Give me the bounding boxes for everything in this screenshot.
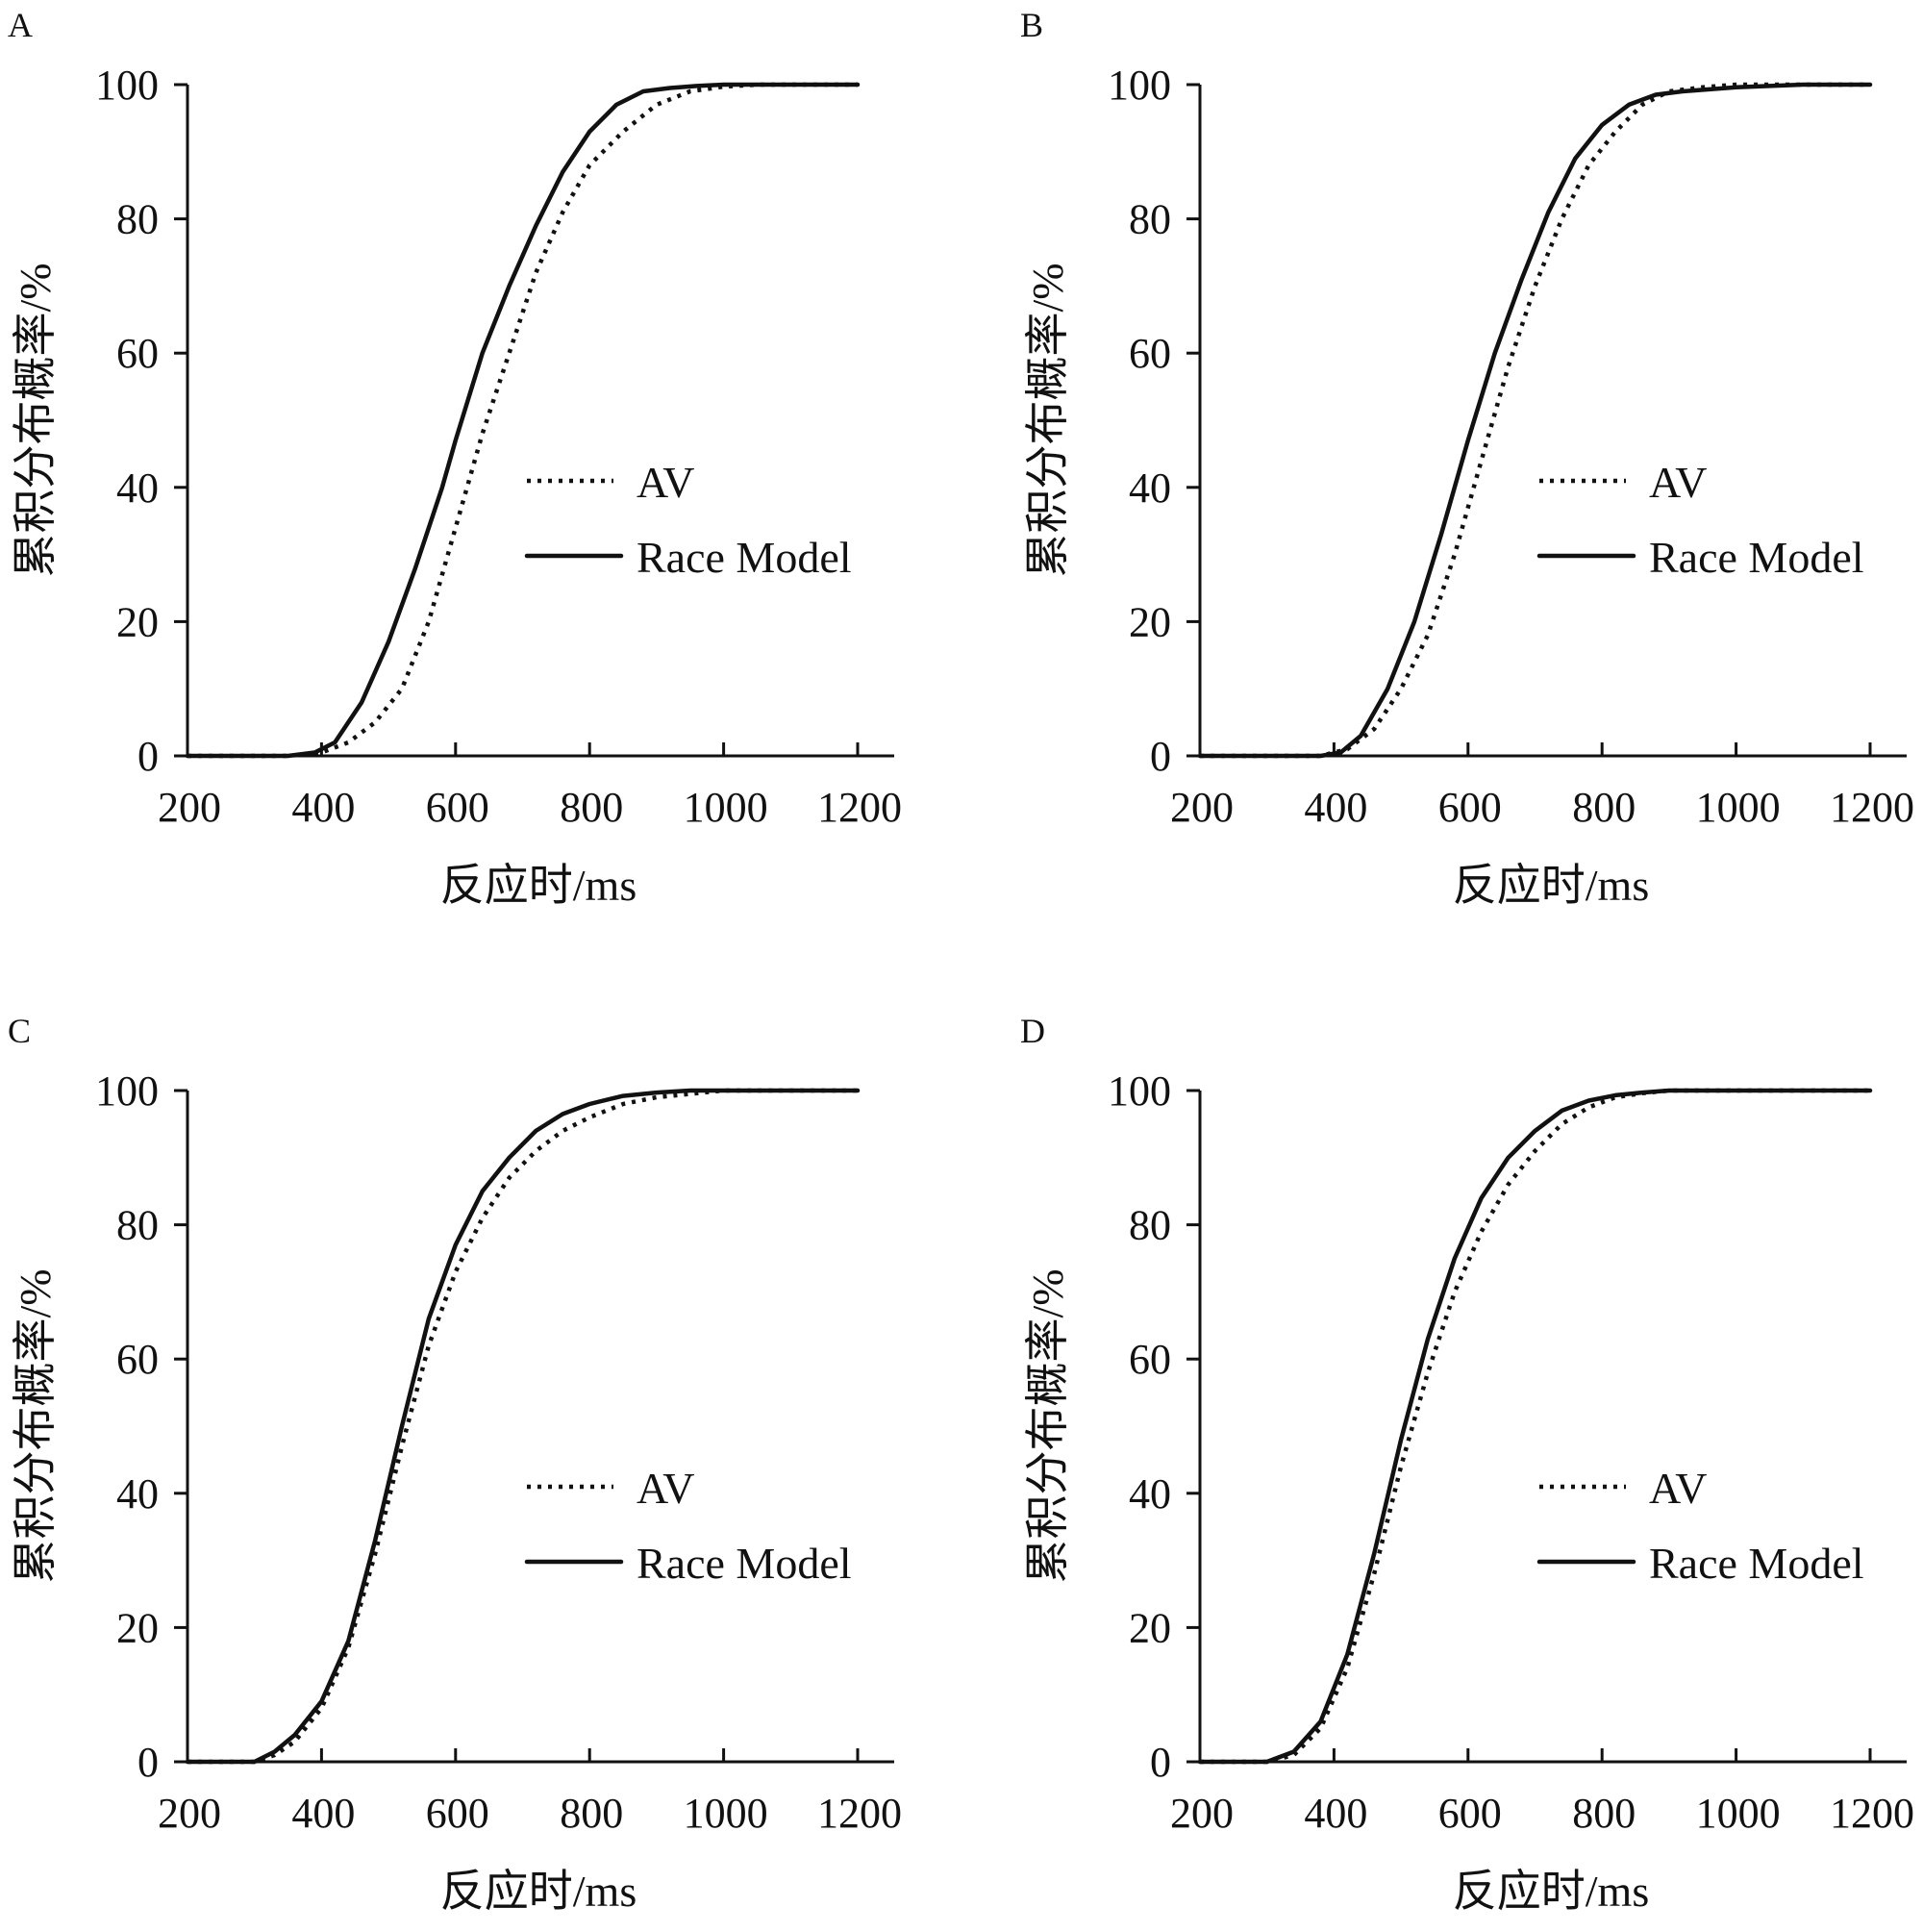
legend-race-model-label: Race Model	[1649, 1539, 1864, 1588]
x-tick-label: 200	[158, 784, 221, 831]
y-tick-label: 40	[1129, 464, 1171, 512]
x-tick-label: 800	[560, 784, 623, 831]
x-tick-label: 600	[1438, 1790, 1502, 1837]
y-tick-label: 100	[95, 62, 159, 109]
y-tick-label: 80	[1129, 1202, 1171, 1249]
y-tick-label: 0	[137, 1739, 159, 1786]
series-av-line	[1200, 82, 1870, 759]
y-tick-label: 0	[1150, 733, 1171, 780]
legend: AV Race Model	[1536, 458, 1864, 582]
y-tick-label: 100	[1108, 62, 1171, 109]
x-tick-label: 400	[291, 1790, 355, 1837]
y-axis-title: 累积分布概率/%	[1023, 1268, 1072, 1583]
x-axis-title: 反应时/ms	[440, 1867, 637, 1916]
legend-race-model-label: Race Model	[637, 1539, 852, 1588]
legend: AV Race Model	[524, 458, 852, 582]
legend-race-model-label: Race Model	[637, 533, 852, 582]
panel-c: C 0 20 40 60 80 100 200 400 600 800 1000 1200 反应时/ms 累…	[8, 1012, 902, 1916]
y-tick-label: 60	[1129, 1336, 1171, 1383]
y-axis-title: 累积分布概率/%	[11, 263, 60, 577]
x-tick-label: 200	[1170, 1790, 1234, 1837]
x-tick-label: 800	[560, 1790, 623, 1837]
series-race-model-line	[1197, 82, 1873, 759]
x-axis-title: 反应时/ms	[1453, 861, 1649, 910]
x-tick-label: 800	[1572, 784, 1636, 831]
x-tick-label: 400	[291, 784, 355, 831]
y-tick-label: 0	[1150, 1739, 1171, 1786]
series-race-model-line	[185, 1088, 861, 1765]
x-tick-label: 1200	[817, 784, 902, 831]
y-tick-label: 20	[116, 598, 159, 645]
series-race-model-line	[185, 82, 861, 759]
x-tick-label: 1000	[684, 1790, 768, 1837]
panel-a: A 0 20 40 60 80 100 200 400 600 800 1000 1200 反应时/ms 累…	[8, 6, 902, 910]
panel-letter: B	[1020, 6, 1043, 44]
y-tick-label: 100	[1108, 1067, 1171, 1115]
y-axis-title: 累积分布概率/%	[11, 1268, 60, 1583]
legend-av-label: AV	[1649, 458, 1708, 507]
legend-av-label: AV	[637, 1464, 695, 1513]
y-tick-label: 80	[1129, 196, 1171, 243]
x-tick-label: 600	[426, 1790, 489, 1837]
y-tick-label: 20	[1129, 1604, 1171, 1651]
x-tick-label: 400	[1304, 1790, 1367, 1837]
x-tick-label: 800	[1572, 1790, 1636, 1837]
legend-race-model-label: Race Model	[1649, 533, 1864, 582]
x-tick-label: 1000	[684, 784, 768, 831]
y-tick-label: 20	[116, 1604, 159, 1651]
series-av-line	[187, 82, 858, 759]
y-tick-label: 60	[1129, 330, 1171, 377]
x-tick-label: 200	[1170, 784, 1234, 831]
y-axis-title: 累积分布概率/%	[1023, 263, 1072, 577]
y-tick-label: 60	[116, 1336, 159, 1383]
x-axis-title: 反应时/ms	[1453, 1867, 1649, 1916]
x-tick-label: 1000	[1696, 1790, 1781, 1837]
y-tick-label: 80	[116, 196, 159, 243]
y-tick-label: 0	[137, 733, 159, 780]
series-race-model-line	[1197, 1088, 1873, 1765]
series-av-line	[1200, 1088, 1870, 1765]
legend: AV Race Model	[1536, 1464, 1864, 1588]
x-tick-label: 1000	[1696, 784, 1781, 831]
legend-av-label: AV	[1649, 1464, 1708, 1513]
x-tick-label: 1200	[817, 1790, 902, 1837]
x-tick-label: 400	[1304, 784, 1367, 831]
panel-letter: C	[8, 1012, 31, 1050]
legend: AV Race Model	[524, 1464, 852, 1588]
x-tick-label: 1200	[1830, 1790, 1914, 1837]
panel-letter: A	[8, 6, 33, 44]
y-tick-label: 40	[116, 464, 159, 512]
panel-d: D 0 20 40 60 80 100 200 400 600 800 1000 1200 反应时/ms 累…	[1020, 1012, 1914, 1916]
x-tick-label: 1200	[1830, 784, 1914, 831]
x-axis-title: 反应时/ms	[440, 861, 637, 910]
y-tick-label: 40	[1129, 1470, 1171, 1518]
legend-av-label: AV	[637, 458, 695, 507]
panel-letter: D	[1020, 1012, 1045, 1050]
y-tick-label: 100	[95, 1067, 159, 1115]
y-tick-label: 80	[116, 1202, 159, 1249]
y-tick-label: 20	[1129, 598, 1171, 645]
x-tick-label: 600	[1438, 784, 1502, 831]
x-tick-label: 600	[426, 784, 489, 831]
x-tick-label: 200	[158, 1790, 221, 1837]
y-tick-label: 40	[116, 1470, 159, 1518]
panel-b: B 0 20 40 60 80 100 200 400 600 800 1000 1200 反应时/ms 累…	[1020, 6, 1914, 910]
series-av-line	[187, 1088, 858, 1765]
y-tick-label: 60	[116, 330, 159, 377]
